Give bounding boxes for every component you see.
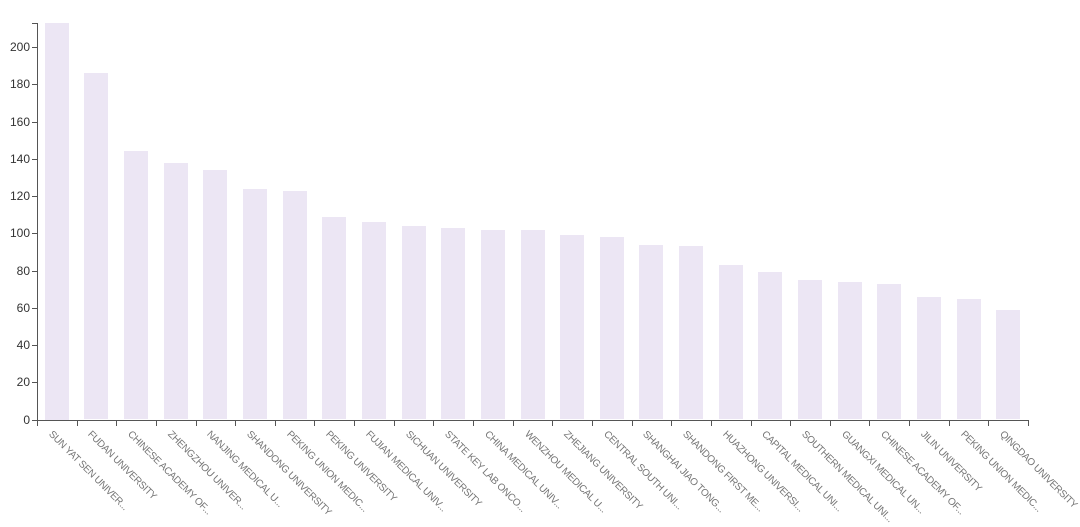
bar-shanghai-jiao-tong[interactable] bbox=[639, 244, 664, 420]
bar-peking-university[interactable] bbox=[322, 216, 347, 420]
x-tick-4 bbox=[195, 419, 197, 426]
x-tick-3 bbox=[155, 419, 157, 426]
y-axis-line bbox=[37, 23, 38, 420]
x-tick-20 bbox=[829, 419, 831, 426]
x-tick-21 bbox=[869, 419, 871, 426]
x-tick-11 bbox=[473, 419, 475, 426]
y-tick-label-100: 100 bbox=[9, 226, 30, 241]
bar-jilin-university[interactable] bbox=[916, 296, 941, 420]
y-tick-120 bbox=[32, 196, 37, 198]
bar-shandong-first-me[interactable] bbox=[679, 246, 704, 420]
x-tick-23 bbox=[948, 419, 950, 426]
x-axis-label-8: FUJIAN MEDICAL UNIV... bbox=[363, 428, 449, 514]
bar-zhengzhou-univer[interactable] bbox=[163, 162, 188, 420]
bar-fudan-university[interactable] bbox=[84, 73, 109, 420]
y-tick-label-60: 60 bbox=[16, 300, 30, 315]
x-axis-label-16: SHANDONG FIRST ME... bbox=[680, 428, 766, 514]
bar-southern-medical-uni[interactable] bbox=[797, 279, 822, 420]
y-tick-label-120: 120 bbox=[9, 189, 30, 204]
x-tick-7 bbox=[314, 419, 316, 426]
x-tick-13 bbox=[552, 419, 554, 426]
y-tick-label-160: 160 bbox=[9, 114, 30, 129]
x-tick-9 bbox=[393, 419, 395, 426]
bar-qingdao-university[interactable] bbox=[996, 309, 1021, 420]
x-axis-label-3: ZHENGZHOU UNIVER... bbox=[164, 428, 249, 512]
x-tick-24 bbox=[988, 419, 990, 426]
bar-peking-union-medic[interactable] bbox=[956, 298, 981, 420]
x-axis-label-18: CAPITAL MEDICAL UNI... bbox=[759, 428, 845, 514]
bar-sichuan-university[interactable] bbox=[401, 225, 426, 420]
x-axis-label-6: PEKING UNION MEDIC... bbox=[283, 428, 370, 514]
y-tick-label-80: 80 bbox=[16, 263, 30, 278]
x-tick-12 bbox=[512, 419, 514, 426]
y-tick-20 bbox=[32, 382, 37, 384]
bar-huazhong-universi[interactable] bbox=[718, 264, 743, 420]
x-axis-line bbox=[37, 419, 1029, 421]
x-tick-16 bbox=[671, 419, 673, 426]
x-tick-8 bbox=[354, 419, 356, 426]
bar-guangxi-medical-un[interactable] bbox=[837, 281, 862, 420]
bar-china-medical-univ[interactable] bbox=[480, 229, 505, 420]
y-tick-label-20: 20 bbox=[16, 375, 30, 390]
bar-fujian-medical-univ[interactable] bbox=[361, 222, 386, 420]
bar-chinese-academy-of[interactable] bbox=[877, 283, 902, 420]
x-axis-label-10: STATE KEY LAB ONCO... bbox=[442, 428, 528, 514]
y-tick-label-180: 180 bbox=[9, 77, 30, 92]
bar-state-key-lab-onco[interactable] bbox=[441, 227, 466, 420]
y-tick-0 bbox=[32, 419, 37, 421]
y-tick-60 bbox=[32, 307, 37, 309]
x-tick-10 bbox=[433, 419, 435, 426]
x-axis-label-14: CENTRAL SOUTH UNI... bbox=[600, 428, 685, 512]
x-tick-5 bbox=[235, 419, 237, 426]
y-tick-label-200: 200 bbox=[9, 40, 30, 55]
x-tick-14 bbox=[591, 419, 593, 426]
y-tick-160 bbox=[32, 121, 37, 123]
y-tick-label-40: 40 bbox=[16, 338, 30, 353]
x-axis-label-13: ZHEJIANG UNIVERSITY bbox=[561, 428, 645, 512]
x-tick-19 bbox=[790, 419, 792, 426]
bar-chinese-academy-of[interactable] bbox=[124, 151, 149, 420]
x-axis-label-11: CHINA MEDICAL UNIV... bbox=[482, 428, 565, 511]
x-tick-0 bbox=[37, 419, 38, 426]
x-axis-label-12: WENZHOU MEDICAL U... bbox=[521, 428, 608, 515]
bar-sun-yat-sen-univer[interactable] bbox=[44, 23, 69, 420]
x-tick-6 bbox=[274, 419, 276, 426]
y-tick-label-140: 140 bbox=[9, 151, 30, 166]
x-axis-label-23: PEKING UNION MEDIC... bbox=[957, 428, 1044, 514]
bar-nanjing-medical-u[interactable] bbox=[203, 170, 228, 420]
bar-zhejiang-university[interactable] bbox=[560, 235, 585, 420]
x-tick-15 bbox=[631, 419, 633, 426]
x-tick-25 bbox=[1028, 419, 1029, 426]
bar-peking-union-medic[interactable] bbox=[282, 190, 307, 420]
bar-central-south-uni[interactable] bbox=[599, 237, 624, 420]
x-tick-18 bbox=[750, 419, 752, 426]
x-axis-label-24: QINGDAO UNIVERSITY bbox=[997, 428, 1080, 511]
x-axis-label-9: SICHUAN UNIVERSITY bbox=[402, 428, 483, 509]
bar-capital-medical-uni[interactable] bbox=[758, 272, 783, 420]
x-axis-label-15: SHANGHAI JIAO TONG... bbox=[640, 428, 727, 515]
x-axis-label-0: SUN YAT SEN UNIVER... bbox=[46, 428, 130, 513]
y-tick-180 bbox=[32, 84, 37, 86]
x-tick-2 bbox=[116, 419, 118, 426]
y-tick-200 bbox=[32, 47, 37, 49]
y-tick-40 bbox=[32, 345, 37, 347]
y-tick-axis-max bbox=[32, 23, 37, 24]
bar-shandong-university[interactable] bbox=[243, 188, 268, 420]
x-tick-1 bbox=[76, 419, 78, 426]
x-axis-label-17: HUAZHONG UNIVERSI... bbox=[719, 428, 806, 514]
y-tick-100 bbox=[32, 233, 37, 235]
x-tick-17 bbox=[710, 419, 712, 426]
bar-wenzhou-medical-u[interactable] bbox=[520, 229, 545, 420]
x-tick-22 bbox=[909, 419, 911, 426]
y-tick-140 bbox=[32, 158, 37, 160]
y-tick-label-0: 0 bbox=[23, 412, 30, 427]
x-axis-label-1: FUDAN UNIVERSITY bbox=[85, 428, 159, 502]
x-axis-label-7: PEKING UNIVERSITY bbox=[323, 428, 399, 504]
x-axis-label-4: NANJING MEDICAL U... bbox=[204, 428, 286, 510]
y-tick-80 bbox=[32, 270, 37, 272]
